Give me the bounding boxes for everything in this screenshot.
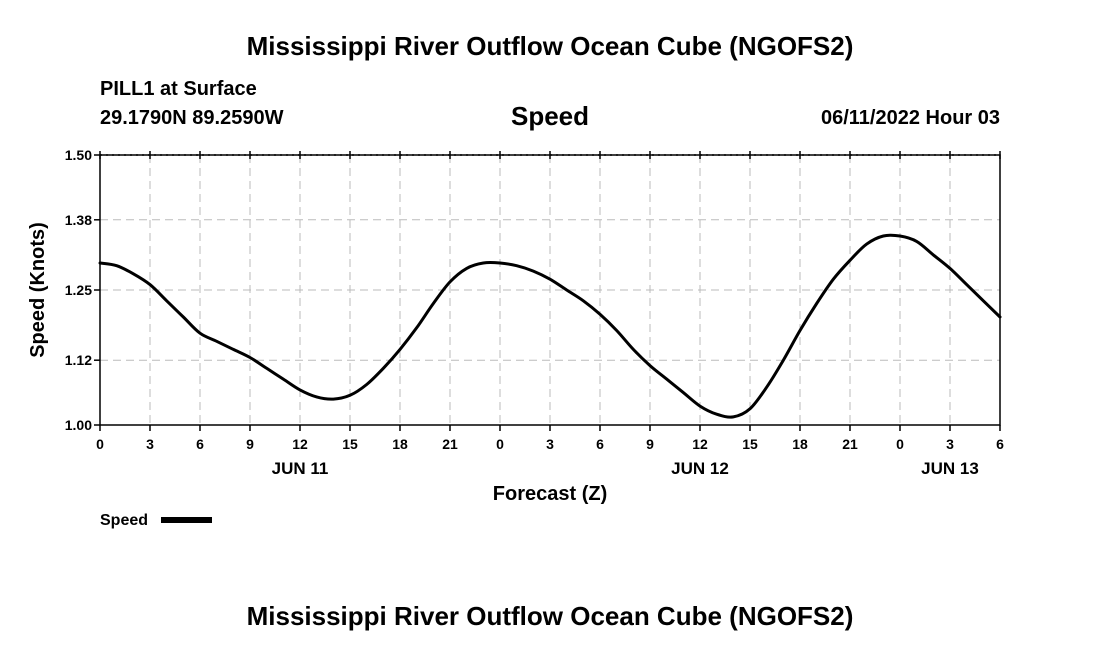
variable-title: Speed bbox=[511, 101, 589, 131]
y-axis-label: Speed (Knots) bbox=[27, 222, 49, 358]
grid-lines bbox=[99, 154, 1001, 426]
station-coords: 29.1790N 89.2590W bbox=[100, 107, 284, 129]
x-tick-label: 15 bbox=[342, 436, 358, 452]
x-tick-label: 18 bbox=[792, 436, 808, 452]
y-tick-label: 1.38 bbox=[65, 212, 92, 228]
date-label: JUN 11 bbox=[272, 459, 329, 478]
y-tick-label: 1.12 bbox=[65, 352, 92, 368]
x-tick-label: 18 bbox=[392, 436, 408, 452]
station-label: PILL1 at Surface bbox=[100, 78, 257, 100]
speed-series-line bbox=[98, 233, 1002, 419]
y-tick-label: 1.50 bbox=[65, 147, 92, 163]
date-labels: JUN 11 JUN 12 JUN 13 bbox=[272, 459, 979, 478]
legend-label: Speed bbox=[100, 512, 148, 529]
x-axis-label: Forecast (Z) bbox=[493, 483, 607, 505]
x-tick-label: 3 bbox=[546, 436, 554, 452]
chart-title: Mississippi River Outflow Ocean Cube (NG… bbox=[247, 31, 854, 61]
chart-title-bottom: Mississippi River Outflow Ocean Cube (NG… bbox=[247, 601, 854, 631]
forecast-timestamp: 06/11/2022 Hour 03 bbox=[821, 107, 1000, 129]
x-tick-label: 6 bbox=[996, 436, 1004, 452]
x-axis: 0 3 6 9 12 15 18 21 0 3 6 9 12 15 18 21 0 3 6 bbox=[96, 151, 1004, 452]
date-label: JUN 12 bbox=[671, 459, 729, 478]
y-tick-label: 1.25 bbox=[65, 282, 92, 298]
x-tick-label: 0 bbox=[896, 436, 904, 452]
x-tick-label: 3 bbox=[946, 436, 954, 452]
x-tick-label: 3 bbox=[146, 436, 154, 452]
x-tick-label: 6 bbox=[196, 436, 204, 452]
x-tick-label: 12 bbox=[692, 436, 708, 452]
y-axis: 1.00 1.12 1.25 1.38 1.50 bbox=[65, 147, 100, 433]
x-tick-label: 0 bbox=[96, 436, 104, 452]
x-tick-label: 6 bbox=[596, 436, 604, 452]
x-tick-label: 9 bbox=[246, 436, 254, 452]
x-tick-label: 21 bbox=[842, 436, 858, 452]
date-label: JUN 13 bbox=[921, 459, 979, 478]
y-tick-label: 1.00 bbox=[65, 417, 92, 433]
x-tick-label: 0 bbox=[496, 436, 504, 452]
x-tick-label: 9 bbox=[646, 436, 654, 452]
x-tick-label: 21 bbox=[442, 436, 458, 452]
x-tick-label: 15 bbox=[742, 436, 758, 452]
x-tick-label: 12 bbox=[292, 436, 308, 452]
